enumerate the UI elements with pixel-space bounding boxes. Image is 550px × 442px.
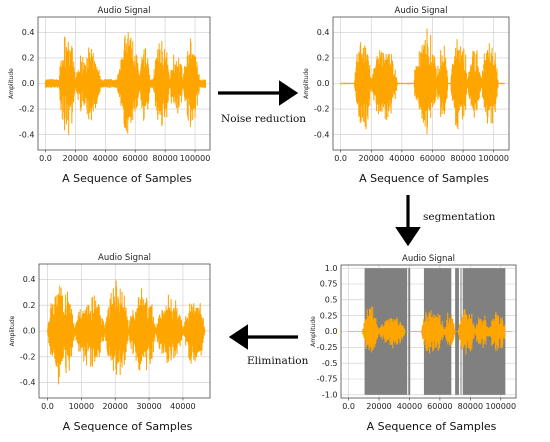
signal-waveform: [44, 32, 207, 136]
y-tick-label: -0.2: [20, 352, 36, 361]
x-tick-label: 80000: [450, 154, 475, 163]
chart-title: Audio Signal: [402, 254, 455, 264]
signal-waveform: [348, 306, 512, 355]
y-tick-label: 0.75: [320, 280, 338, 289]
x-axis-label: A Sequence of Samples: [63, 420, 193, 433]
x-tick-label: 40000: [170, 402, 195, 411]
y-tick-label: 0.4: [317, 28, 330, 37]
chart-segmented: 0.0 20000 40000 60000 80000 100000 -1.0 -0.75 -0…: [310, 254, 517, 433]
plot-frame: [37, 16, 211, 151]
x-axis-label: A Sequence of Samples: [62, 172, 192, 185]
x-tick-label: 30000: [136, 402, 161, 411]
y-tick-label: 0.0: [23, 327, 36, 336]
step-label-noise-reduction: Noise reduction: [221, 113, 306, 125]
y-tick-label: -1.0: [322, 390, 338, 399]
x-tick-label: 100000: [180, 154, 211, 163]
y-tick-label: 0.2: [317, 54, 330, 63]
y-tick-label: 0.4: [22, 28, 35, 37]
x-axis-label: A Sequence of Samples: [367, 420, 497, 433]
chart-title: Audio Signal: [395, 6, 448, 16]
x-tick-label: 20000: [63, 154, 88, 163]
x-tick-label: 20000: [102, 402, 127, 411]
y-tick-label: 0.25: [320, 311, 338, 320]
y-axis-label: Amplitude: [310, 316, 317, 347]
x-axis-label: A Sequence of Samples: [359, 172, 489, 185]
x-tick-label: 40000: [397, 402, 422, 411]
x-tick-label: 60000: [427, 402, 452, 411]
chart-title: Audio Signal: [98, 253, 151, 263]
y-tick-label: 0.2: [22, 54, 35, 63]
y-axis-label: Amplitude: [303, 68, 310, 99]
chart-denoised: 0.0 20000 40000 60000 80000 100000 -0.4 -0.2 0.0…: [303, 6, 510, 185]
x-tick-label: 60000: [122, 154, 147, 163]
y-tick-label: -0.5: [322, 359, 338, 368]
x-tick-label: 0.0: [342, 402, 355, 411]
x-tick-label: 60000: [420, 154, 445, 163]
x-tick-label: 10000: [69, 402, 94, 411]
signal-waveform: [46, 280, 206, 385]
y-tick-label: 0.4: [23, 275, 36, 284]
x-tick-label: 100000: [478, 154, 509, 163]
y-tick-label: 1.0: [325, 264, 338, 273]
step-label-elimination: Elimination: [247, 355, 309, 367]
signal-waveform: [340, 28, 505, 135]
y-tick-label: 0.2: [23, 301, 36, 310]
chart-title: Audio Signal: [98, 6, 151, 16]
step-label-segmentation: segmentation: [423, 211, 496, 223]
x-tick-label: 80000: [458, 402, 483, 411]
x-tick-label: 40000: [389, 154, 414, 163]
x-tick-label: 20000: [366, 402, 391, 411]
x-tick-label: 0.0: [39, 154, 52, 163]
x-tick-label: 40000: [93, 154, 118, 163]
x-tick-label: 20000: [359, 154, 384, 163]
y-axis-label: Amplitude: [8, 68, 15, 99]
x-tick-label: 80000: [152, 154, 177, 163]
y-tick-label: 0.0: [325, 327, 338, 336]
x-tick-label: 0.0: [334, 154, 347, 163]
y-tick-label: 0.0: [22, 79, 35, 88]
y-tick-label: -0.2: [314, 105, 330, 114]
plot-frame: [38, 263, 211, 399]
chart-eliminated: 0.0 10000 20000 30000 40000 -0.4 -0.2 0.0 0.2 0.4…: [9, 253, 211, 433]
y-tick-label: -0.2: [19, 105, 35, 114]
y-tick-label: 0.0: [317, 79, 330, 88]
plot-frame: [340, 264, 517, 399]
y-axis-label: Amplitude: [9, 315, 16, 346]
y-tick-label: -0.4: [19, 130, 35, 139]
y-tick-label: -0.4: [20, 378, 36, 387]
plot-frame: [332, 16, 510, 151]
y-tick-label: 0.5: [325, 295, 338, 304]
x-tick-label: 0.0: [41, 402, 54, 411]
y-tick-label: -0.75: [317, 375, 338, 384]
x-tick-label: 100000: [486, 402, 517, 411]
chart-original: 0.0 20000 40000 60000 80000 100000 -0.4 -0.2 0.0…: [8, 6, 211, 185]
y-tick-label: -0.25: [317, 343, 338, 352]
y-tick-label: -0.4: [314, 130, 330, 139]
